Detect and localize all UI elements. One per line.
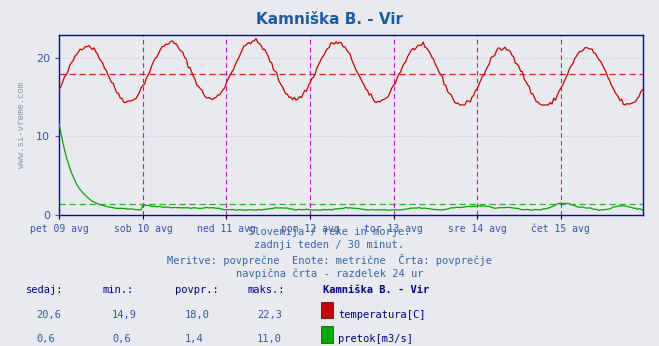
Text: maks.:: maks.:	[247, 285, 285, 295]
Text: 20,6: 20,6	[36, 310, 61, 320]
Text: min.:: min.:	[102, 285, 133, 295]
Text: 11,0: 11,0	[257, 334, 282, 344]
Text: Kamniška B. - Vir: Kamniška B. - Vir	[323, 285, 429, 295]
Text: 1,4: 1,4	[185, 334, 203, 344]
Text: Slovenija / reke in morje.: Slovenija / reke in morje.	[248, 227, 411, 237]
Text: www.si-vreme.com: www.si-vreme.com	[17, 82, 26, 167]
Text: zadnji teden / 30 minut.: zadnji teden / 30 minut.	[254, 240, 405, 251]
Text: 18,0: 18,0	[185, 310, 210, 320]
Text: temperatura[C]: temperatura[C]	[338, 310, 426, 320]
Text: 22,3: 22,3	[257, 310, 282, 320]
Text: 0,6: 0,6	[112, 334, 130, 344]
Text: povpr.:: povpr.:	[175, 285, 218, 295]
Text: 14,9: 14,9	[112, 310, 137, 320]
Text: Kamniška B. - Vir: Kamniška B. - Vir	[256, 12, 403, 27]
Text: navpična črta - razdelek 24 ur: navpična črta - razdelek 24 ur	[236, 268, 423, 279]
Text: 0,6: 0,6	[36, 334, 55, 344]
Text: pretok[m3/s]: pretok[m3/s]	[338, 334, 413, 344]
Text: Meritve: povprečne  Enote: metrične  Črta: povprečje: Meritve: povprečne Enote: metrične Črta:…	[167, 254, 492, 266]
Text: sedaj:: sedaj:	[26, 285, 64, 295]
